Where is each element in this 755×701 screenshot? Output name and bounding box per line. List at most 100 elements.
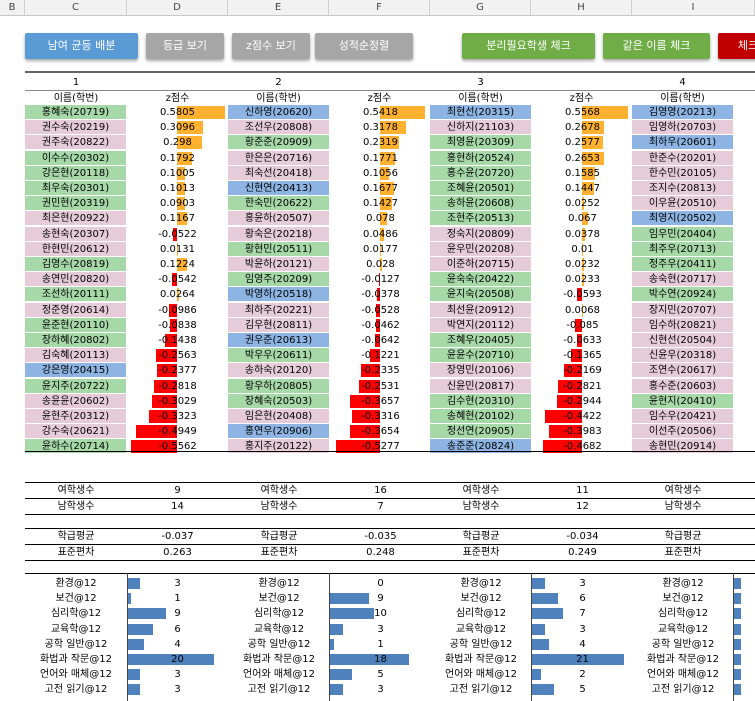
student-name-cell[interactable]: 최선윤(20912): [430, 303, 532, 318]
student-name-cell[interactable]: 김우현(20811): [228, 318, 330, 333]
zscore-cell[interactable]: -0.0522: [127, 227, 228, 242]
zscore-cell[interactable]: 0.0232: [532, 257, 633, 272]
student-name-cell[interactable]: 이선주(20506): [632, 424, 734, 439]
zscore-cell[interactable]: -0.2821: [532, 379, 633, 394]
zscore-cell[interactable]: 0.1771: [330, 151, 431, 166]
zscore-cell[interactable]: 0.3096: [127, 120, 228, 135]
zscore-cell[interactable]: 0.067: [532, 211, 633, 226]
show-grade-button[interactable]: 등급 보기: [146, 33, 224, 59]
student-name-cell[interactable]: 조선우(20808): [228, 120, 330, 135]
student-name-cell[interactable]: 윤숙숙(20422): [430, 272, 532, 287]
zscore-cell[interactable]: 0.078: [330, 211, 431, 226]
zscore-cell[interactable]: -0.2169: [532, 363, 633, 378]
student-name-cell[interactable]: 최은현(20922): [25, 211, 127, 226]
student-name-cell[interactable]: 최우숙(20301): [25, 181, 127, 196]
student-name-cell[interactable]: 조지수(20813): [632, 181, 734, 196]
student-name-cell[interactable]: 정선연(20905): [430, 424, 532, 439]
zscore-cell[interactable]: -0.0986: [127, 303, 228, 318]
zscore-cell[interactable]: 0.01: [532, 242, 633, 257]
student-name-cell[interactable]: 신윤우(20318): [632, 348, 734, 363]
zscore-cell[interactable]: -0.1365: [532, 348, 633, 363]
student-name-cell[interactable]: 최숙선(20418): [228, 166, 330, 181]
zscore-cell[interactable]: -0.0462: [330, 318, 431, 333]
student-name-cell[interactable]: 윤우민(20208): [430, 242, 532, 257]
zscore-cell[interactable]: 0.1447: [532, 181, 633, 196]
zscore-cell[interactable]: -0.5277: [330, 439, 431, 454]
column-header-h[interactable]: H: [531, 0, 632, 16]
zscore-cell[interactable]: 0.0378: [532, 227, 633, 242]
zscore-cell[interactable]: -0.2563: [127, 348, 228, 363]
zscore-cell[interactable]: -0.2335: [330, 363, 431, 378]
student-name-cell[interactable]: 한숙민(20622): [228, 196, 330, 211]
zscore-cell[interactable]: -0.0127: [330, 272, 431, 287]
zscore-cell[interactable]: -0.2944: [532, 394, 633, 409]
student-name-cell[interactable]: 홍혜숙(20719): [25, 105, 127, 120]
zscore-cell[interactable]: -0.0838: [127, 318, 228, 333]
student-name-cell[interactable]: 이우윤(20510): [632, 196, 734, 211]
student-name-cell[interactable]: 신하영(20620): [228, 105, 330, 120]
student-name-cell[interactable]: 황우하(20805): [228, 379, 330, 394]
student-name-cell[interactable]: 조혜윤(20501): [430, 181, 532, 196]
zscore-cell[interactable]: -0.0642: [330, 333, 431, 348]
balance-gender-button[interactable]: 남여 균등 배분: [25, 33, 138, 59]
student-name-cell[interactable]: 강은현(20118): [25, 166, 127, 181]
student-name-cell[interactable]: 이준하(20715): [430, 257, 532, 272]
student-name-cell[interactable]: 임수우(20421): [632, 409, 734, 424]
student-name-cell[interactable]: 송현숙(20307): [25, 227, 127, 242]
student-name-cell[interactable]: 정숙지(20809): [430, 227, 532, 242]
student-name-cell[interactable]: 송연민(20820): [25, 272, 127, 287]
column-header-i[interactable]: I: [632, 0, 755, 16]
zscore-cell[interactable]: -0.0633: [532, 333, 633, 348]
student-name-cell[interactable]: 신하지(21103): [430, 120, 532, 135]
student-name-cell[interactable]: 장하혜(20802): [25, 333, 127, 348]
zscore-cell[interactable]: 0.1427: [330, 196, 431, 211]
student-name-cell[interactable]: 박윤하(20121): [228, 257, 330, 272]
zscore-cell[interactable]: 0.1056: [330, 166, 431, 181]
student-name-cell[interactable]: 신윤민(20817): [430, 379, 532, 394]
student-name-cell[interactable]: 장혜숙(20503): [228, 394, 330, 409]
student-name-cell[interactable]: 권주숙(20822): [25, 135, 127, 150]
zscore-cell[interactable]: 0.3178: [330, 120, 431, 135]
student-name-cell[interactable]: 송하윤(20608): [430, 196, 532, 211]
student-name-cell[interactable]: 임은현(20408): [228, 409, 330, 424]
show-zscore-button[interactable]: z점수 보기: [232, 33, 310, 59]
student-name-cell[interactable]: 신현선(20504): [632, 333, 734, 348]
zscore-cell[interactable]: -0.0378: [330, 287, 431, 302]
student-name-cell[interactable]: 임우민(20404): [632, 227, 734, 242]
student-name-cell[interactable]: 정준영(20614): [25, 303, 127, 318]
zscore-cell[interactable]: 0.2319: [330, 135, 431, 150]
zscore-cell[interactable]: 0.0486: [330, 227, 431, 242]
student-name-cell[interactable]: 황준준(20909): [228, 135, 330, 150]
zscore-cell[interactable]: 0.0131: [127, 242, 228, 257]
zscore-cell[interactable]: -0.2531: [330, 379, 431, 394]
student-name-cell[interactable]: 송혜현(20102): [430, 409, 532, 424]
student-name-cell[interactable]: 권수숙(20219): [25, 120, 127, 135]
zscore-cell[interactable]: -0.085: [532, 318, 633, 333]
zscore-cell[interactable]: 0.0264: [127, 287, 228, 302]
student-name-cell[interactable]: 강은영(20415): [25, 363, 127, 378]
student-name-cell[interactable]: 홍수윤(20720): [430, 166, 532, 181]
student-name-cell[interactable]: 권민현(20319): [25, 196, 127, 211]
student-name-cell[interactable]: 윤현지(20410): [632, 394, 734, 409]
student-name-cell[interactable]: 최영윤(20309): [430, 135, 532, 150]
student-name-cell[interactable]: 최영지(20502): [632, 211, 734, 226]
zscore-cell[interactable]: -0.3323: [127, 409, 228, 424]
student-name-cell[interactable]: 이수수(20302): [25, 151, 127, 166]
student-name-cell[interactable]: 김영영(20213): [632, 105, 734, 120]
zscore-cell[interactable]: 0.2653: [532, 151, 633, 166]
zscore-cell[interactable]: 0.1167: [127, 211, 228, 226]
zscore-cell[interactable]: 0.0233: [532, 272, 633, 287]
student-name-cell[interactable]: 송하숙(20120): [228, 363, 330, 378]
student-name-cell[interactable]: 최하우(20601): [632, 135, 734, 150]
student-name-cell[interactable]: 송숙현(20717): [632, 272, 734, 287]
student-name-cell[interactable]: 한수민(20105): [632, 166, 734, 181]
student-name-cell[interactable]: 임수하(20821): [632, 318, 734, 333]
zscore-cell[interactable]: 0.1013: [127, 181, 228, 196]
column-header-b[interactable]: B: [0, 0, 25, 16]
student-name-cell[interactable]: 윤준현(20110): [25, 318, 127, 333]
student-name-cell[interactable]: 조선하(20111): [25, 287, 127, 302]
student-name-cell[interactable]: 송현민(20914): [632, 439, 734, 454]
student-name-cell[interactable]: 조혜우(20405): [430, 333, 532, 348]
student-name-cell[interactable]: 김숙혜(20113): [25, 348, 127, 363]
zscore-cell[interactable]: -0.3029: [127, 394, 228, 409]
